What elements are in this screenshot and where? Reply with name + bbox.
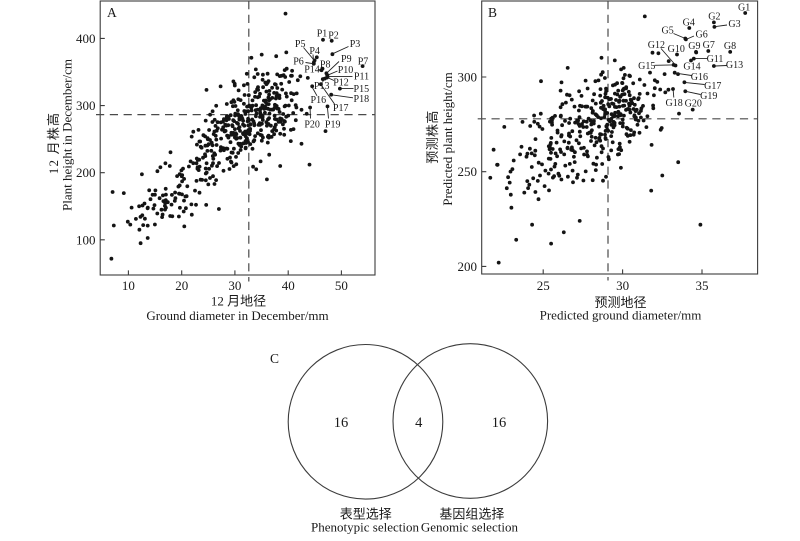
svg-text:200: 200 xyxy=(458,259,478,274)
svg-text:50: 50 xyxy=(335,278,348,293)
svg-text:P14: P14 xyxy=(304,64,320,75)
svg-text:P13: P13 xyxy=(314,81,330,92)
svg-text:30: 30 xyxy=(228,278,241,293)
svg-text:G10: G10 xyxy=(668,44,685,55)
svg-text:表型选择: 表型选择 xyxy=(340,507,392,522)
svg-text:P17: P17 xyxy=(333,103,349,114)
svg-text:12 月地径: 12 月地径 xyxy=(211,294,266,309)
svg-text:400: 400 xyxy=(76,31,96,46)
svg-text:G14: G14 xyxy=(683,61,700,72)
svg-text:Plant height in December/cm: Plant height in December/cm xyxy=(60,59,75,211)
svg-text:A: A xyxy=(107,5,117,20)
svg-text:P16: P16 xyxy=(311,95,327,106)
svg-text:P4: P4 xyxy=(309,46,320,57)
svg-text:G9: G9 xyxy=(688,41,700,52)
svg-text:B: B xyxy=(488,5,497,20)
svg-text:C: C xyxy=(270,351,279,366)
svg-text:Phenotypic selection: Phenotypic selection xyxy=(311,520,419,535)
svg-text:40: 40 xyxy=(282,278,295,293)
svg-text:Predicted ground diameter/mm: Predicted ground diameter/mm xyxy=(540,308,702,323)
svg-text:G13: G13 xyxy=(726,60,743,71)
svg-text:基因组选择: 基因组选择 xyxy=(439,507,504,522)
svg-text:G16: G16 xyxy=(691,72,708,83)
svg-text:G8: G8 xyxy=(724,41,736,52)
svg-text:30: 30 xyxy=(616,278,629,293)
svg-text:G3: G3 xyxy=(728,19,740,30)
svg-text:12 月株高: 12 月株高 xyxy=(46,112,61,174)
svg-text:G20: G20 xyxy=(685,99,702,110)
svg-text:G6: G6 xyxy=(695,29,707,40)
svg-text:预测地径: 预测地径 xyxy=(594,295,646,310)
svg-text:16: 16 xyxy=(492,415,507,431)
svg-text:G19: G19 xyxy=(700,91,717,102)
svg-text:35: 35 xyxy=(696,278,709,293)
svg-text:P7: P7 xyxy=(358,57,369,68)
svg-text:P9: P9 xyxy=(341,54,352,65)
svg-text:P19: P19 xyxy=(325,119,341,130)
svg-text:Predicted plant height/cm: Predicted plant height/cm xyxy=(440,72,455,206)
svg-text:P5: P5 xyxy=(295,39,306,50)
svg-text:预测株高: 预测株高 xyxy=(425,110,440,164)
svg-text:G2: G2 xyxy=(708,12,720,23)
svg-text:G12: G12 xyxy=(648,40,665,51)
svg-text:4: 4 xyxy=(415,415,423,431)
svg-text:200: 200 xyxy=(76,165,96,180)
svg-text:P2: P2 xyxy=(328,30,339,41)
svg-text:G18: G18 xyxy=(665,98,682,109)
svg-text:G4: G4 xyxy=(683,18,695,29)
svg-text:P6: P6 xyxy=(293,57,304,68)
svg-text:G17: G17 xyxy=(704,81,721,92)
svg-text:20: 20 xyxy=(175,278,188,293)
svg-text:Ground diameter in December/mm: Ground diameter in December/mm xyxy=(146,308,328,323)
svg-text:G5: G5 xyxy=(661,26,673,37)
svg-text:P11: P11 xyxy=(354,72,369,83)
svg-text:G15: G15 xyxy=(638,61,655,72)
svg-text:G1: G1 xyxy=(738,2,750,13)
svg-text:P20: P20 xyxy=(304,119,320,130)
svg-text:10: 10 xyxy=(122,278,135,293)
svg-text:100: 100 xyxy=(76,232,96,247)
svg-text:16: 16 xyxy=(334,415,349,431)
svg-text:P15: P15 xyxy=(354,84,370,95)
svg-text:P1: P1 xyxy=(317,28,328,39)
svg-text:Genomic selection: Genomic selection xyxy=(421,520,519,535)
svg-text:P10: P10 xyxy=(338,65,354,76)
svg-text:G7: G7 xyxy=(703,40,715,51)
svg-text:25: 25 xyxy=(537,278,550,293)
svg-text:250: 250 xyxy=(458,164,478,179)
svg-text:P18: P18 xyxy=(354,94,370,105)
svg-text:P3: P3 xyxy=(350,39,361,50)
svg-text:P12: P12 xyxy=(333,78,349,89)
svg-text:P8: P8 xyxy=(320,59,331,70)
svg-text:G11: G11 xyxy=(707,54,724,65)
svg-text:300: 300 xyxy=(76,98,96,113)
svg-text:300: 300 xyxy=(458,70,478,85)
